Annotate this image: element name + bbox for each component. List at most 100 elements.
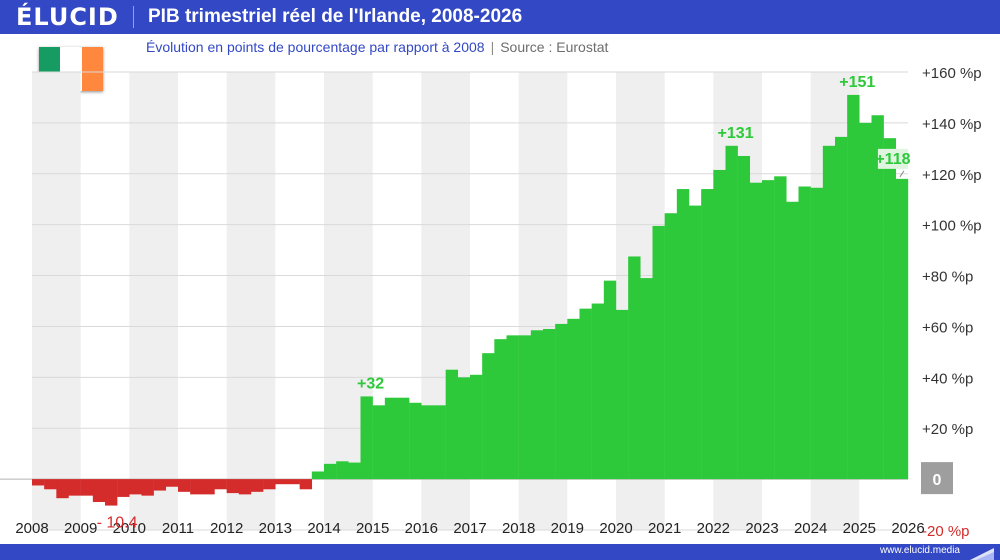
bar <box>384 397 398 480</box>
bar <box>68 479 81 496</box>
bar <box>397 397 410 480</box>
bar <box>810 187 824 480</box>
year-band <box>226 72 276 530</box>
bar <box>372 405 386 480</box>
bar <box>871 115 884 480</box>
data-label-leader <box>899 170 905 178</box>
bar <box>847 94 860 480</box>
bar <box>822 145 836 480</box>
bar <box>275 479 288 485</box>
bar <box>165 479 179 487</box>
y-tick-label: +160 %p <box>922 65 982 82</box>
brand-logo: ÉLUCID <box>16 3 119 31</box>
bar <box>616 309 629 480</box>
y-tick-label: -20 %p <box>922 523 970 540</box>
bar <box>80 479 94 496</box>
bar <box>105 479 118 506</box>
x-tick-label: 2013 <box>259 520 292 537</box>
bar <box>44 479 57 490</box>
bar <box>762 180 775 480</box>
bar <box>798 186 811 480</box>
x-tick-label: 2019 <box>551 520 584 537</box>
bar <box>117 479 130 497</box>
y-tick-label: +80 %p <box>922 269 973 286</box>
x-tick-label: 2025 <box>843 520 876 537</box>
header-bar: ÉLUCID PIB trimestriel réel de l'Irlande… <box>0 0 1000 34</box>
x-tick-label: 2009 <box>64 520 97 537</box>
bar <box>263 479 276 490</box>
x-tick-label: 2016 <box>405 520 438 537</box>
footer-bar: www.elucid.media <box>0 544 1000 560</box>
y-tick-label: +20 %p <box>922 421 973 438</box>
bar <box>701 189 714 480</box>
bar <box>543 328 556 480</box>
bar <box>713 169 726 480</box>
bar <box>141 479 154 496</box>
data-label: +118 <box>875 151 910 168</box>
bar <box>725 145 738 480</box>
bar <box>786 201 799 480</box>
bar <box>494 339 507 480</box>
x-tick-label: 2014 <box>307 520 340 537</box>
bar <box>482 353 495 480</box>
bar <box>445 369 459 480</box>
bar <box>299 479 313 490</box>
bar <box>628 256 641 480</box>
footer-url[interactable]: www.elucid.media <box>879 545 960 556</box>
x-tick-label: 2022 <box>697 520 730 537</box>
bar <box>360 396 373 480</box>
bar <box>409 402 422 480</box>
bar <box>129 479 142 495</box>
year-band <box>32 72 81 530</box>
y-tick-label: 0 <box>933 472 942 489</box>
bar <box>774 176 787 480</box>
chart-title: PIB trimestriel réel de l'Irlande, 2008-… <box>148 6 523 27</box>
y-tick-label: +60 %p <box>922 319 973 336</box>
zero-badge <box>921 462 953 495</box>
bar <box>835 136 848 480</box>
bar <box>530 330 544 480</box>
bar <box>226 479 240 494</box>
data-label: - 10.4 <box>97 515 138 532</box>
bar <box>518 335 532 480</box>
bar <box>603 280 617 480</box>
bar <box>567 318 580 480</box>
bar <box>506 335 519 480</box>
bar <box>676 189 690 480</box>
bar <box>32 479 45 486</box>
bar <box>433 405 446 480</box>
bar <box>153 479 167 491</box>
x-tick-label: 2010 <box>113 520 146 537</box>
bar <box>640 278 653 480</box>
x-tick-label: 2008 <box>15 520 48 537</box>
bar <box>689 205 702 480</box>
bar <box>883 138 897 480</box>
bar <box>895 178 909 480</box>
bar <box>579 308 592 480</box>
bar <box>652 225 665 480</box>
y-tick-label: +120 %p <box>922 167 982 184</box>
bar <box>421 405 434 480</box>
x-tick-label: 2017 <box>453 520 486 537</box>
y-tick-label: +140 %p <box>922 116 982 133</box>
x-tick-label: 2020 <box>599 520 632 537</box>
data-label: +32 <box>357 375 384 392</box>
bar <box>555 323 568 480</box>
bar <box>92 479 106 503</box>
x-tick-label: 2012 <box>210 520 243 537</box>
brand-mark-icon <box>970 548 994 560</box>
source-text: Source : Eurostat <box>500 39 609 55</box>
x-tick-label: 2011 <box>162 520 194 537</box>
header-divider <box>133 6 134 28</box>
bar <box>470 374 483 480</box>
y-tick-label: +40 %p <box>922 370 973 387</box>
x-tick-label: 2024 <box>794 520 827 537</box>
bar <box>251 479 264 492</box>
chart-subtitle: Évolution en points de pourcentage par r… <box>146 39 608 55</box>
bar <box>178 479 191 492</box>
y-tick-label: +100 %p <box>922 218 982 235</box>
bar <box>238 479 252 495</box>
bar <box>664 213 678 480</box>
bar <box>348 462 361 480</box>
